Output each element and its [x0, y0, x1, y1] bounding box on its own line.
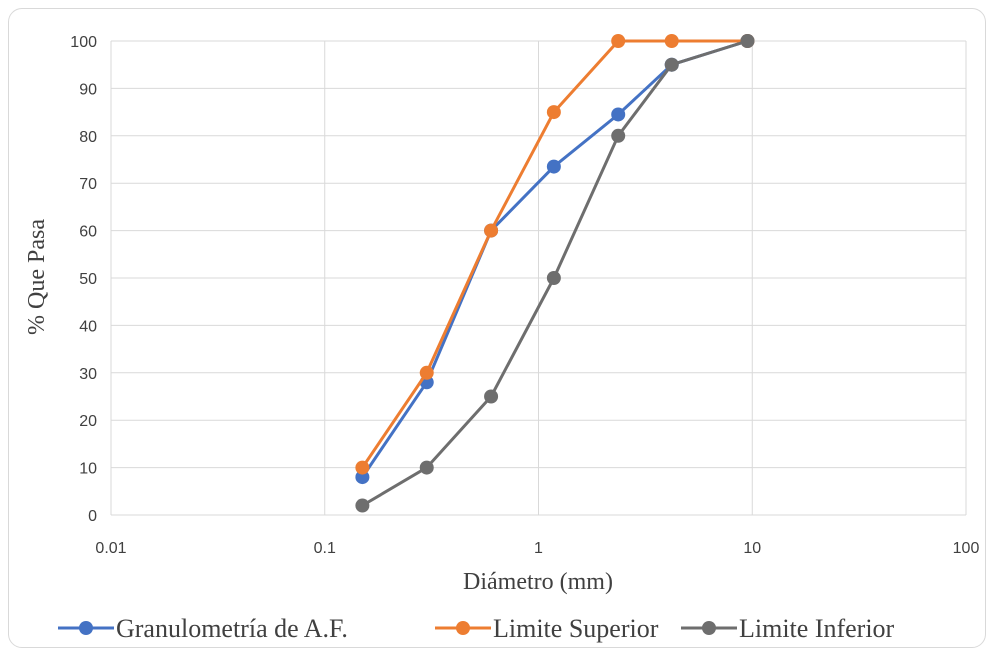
legend-marker: [702, 621, 716, 635]
data-point: [611, 34, 626, 48]
data-point: [419, 365, 434, 380]
y-tick-label: 30: [79, 366, 97, 383]
data-point: [740, 34, 755, 48]
legend-item: Limite Inferior: [681, 614, 895, 643]
x-tick-label: 10: [743, 540, 761, 557]
x-axis-title: Diámetro (mm): [463, 569, 613, 595]
data-point: [355, 498, 370, 513]
x-tick-label: 0.1: [314, 540, 336, 557]
data-point: [546, 159, 561, 174]
chart-frame: [8, 8, 986, 648]
series-line: [361, 39, 748, 469]
data-point: [611, 107, 626, 122]
data-point: [484, 223, 499, 238]
legend-item: Limite Superior: [435, 614, 659, 643]
series-3: [355, 34, 755, 513]
data-point: [419, 460, 434, 475]
y-tick-label: 60: [79, 224, 97, 241]
data-point: [546, 271, 561, 285]
legend-marker: [79, 621, 93, 635]
data-point: [355, 460, 370, 475]
series-layer: [355, 34, 755, 513]
y-tick-label: 0: [88, 508, 97, 525]
legend-marker: [456, 621, 470, 635]
y-tick-label: 90: [79, 81, 97, 98]
x-tick-label: 100: [953, 540, 980, 557]
series-1: [355, 34, 755, 485]
grid: [110, 40, 967, 516]
legend-label: Limite Superior: [493, 614, 659, 643]
y-tick-label: 80: [79, 129, 97, 146]
y-tick-label: 20: [79, 413, 97, 430]
y-axis-title: % Que Pasa: [24, 219, 50, 335]
y-tick-label: 10: [79, 461, 97, 478]
data-point: [611, 128, 626, 143]
data-point: [664, 34, 679, 48]
data-point: [546, 105, 561, 120]
x-tick-label: 1: [534, 540, 543, 557]
y-tick-label: 70: [79, 176, 97, 193]
legend-item: Granulometría de A.F.: [58, 614, 348, 643]
data-point: [484, 389, 499, 404]
data-point: [664, 57, 679, 72]
series-2: [355, 34, 755, 475]
legend-label: Limite Inferior: [739, 614, 895, 643]
legend: Granulometría de A.F. Limite Superior Limi…: [58, 614, 895, 643]
y-tick-label: 40: [79, 318, 97, 335]
x-tick-label: 0.01: [95, 540, 126, 557]
legend-label: Granulometría de A.F.: [116, 614, 348, 643]
y-tick-label: 100: [70, 34, 97, 51]
y-tick-label: 50: [79, 271, 97, 288]
tick-labels: 0 10 20 30 40 50 60 70 80 90 100 0.01 0.1 1 10 100: [70, 34, 979, 557]
